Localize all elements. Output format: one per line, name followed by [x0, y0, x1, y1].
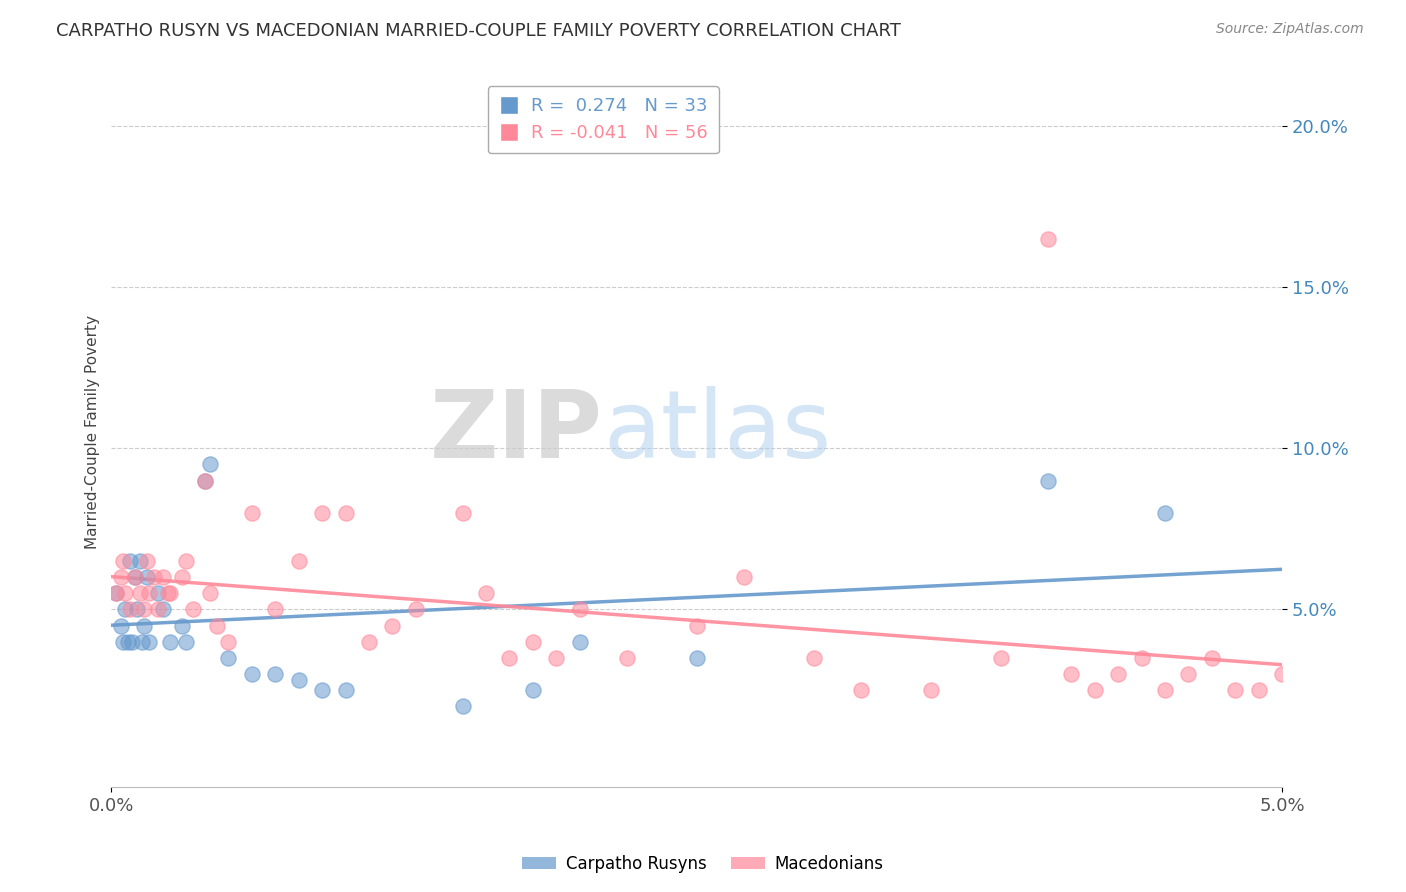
Point [546, 651, 568, 665]
Point [264, 602, 287, 616]
Legend: Carpatho Rusyns, Macedonians: Carpatho Rusyns, Macedonians [516, 848, 890, 880]
Point [112, 634, 135, 648]
Point [194, 474, 217, 488]
Point [120, 554, 142, 568]
Point [522, 683, 544, 698]
Point [170, 570, 193, 584]
Text: Source: ZipAtlas.com: Source: ZipAtlas.com [1216, 22, 1364, 37]
Point [1130, 651, 1153, 665]
Point [1177, 667, 1199, 681]
Point [1107, 667, 1129, 681]
Point [218, 651, 240, 665]
Text: atlas: atlas [603, 386, 831, 478]
Point [105, 586, 128, 600]
Point [176, 554, 198, 568]
Point [183, 602, 205, 616]
Point [124, 570, 146, 584]
Point [114, 586, 136, 600]
Point [128, 554, 150, 568]
Point [218, 634, 240, 648]
Point [568, 634, 591, 648]
Point [120, 602, 142, 616]
Point [194, 474, 217, 488]
Point [381, 618, 404, 632]
Point [1271, 667, 1294, 681]
Point [1317, 683, 1340, 698]
Point [1084, 683, 1107, 698]
Point [1060, 667, 1083, 681]
Point [920, 683, 942, 698]
Point [1036, 474, 1059, 488]
Point [451, 506, 474, 520]
Point [198, 458, 221, 472]
Point [686, 651, 709, 665]
Point [287, 673, 309, 688]
Point [1154, 683, 1177, 698]
Point [110, 618, 132, 632]
Point [124, 570, 146, 584]
Point [131, 634, 153, 648]
Point [498, 651, 520, 665]
Point [170, 618, 193, 632]
Point [159, 634, 181, 648]
Point [803, 651, 825, 665]
Point [240, 506, 263, 520]
Point [148, 586, 170, 600]
Point [176, 634, 198, 648]
Point [451, 699, 474, 714]
Point [138, 586, 160, 600]
Point [1201, 651, 1223, 665]
Point [405, 602, 427, 616]
Point [205, 618, 228, 632]
Point [152, 602, 174, 616]
Point [110, 570, 132, 584]
Point [127, 602, 149, 616]
Point [1295, 683, 1317, 698]
Point [849, 683, 872, 698]
Text: CARPATHO RUSYN VS MACEDONIAN MARRIED-COUPLE FAMILY POVERTY CORRELATION CHART: CARPATHO RUSYN VS MACEDONIAN MARRIED-COU… [56, 22, 901, 40]
Point [134, 618, 156, 632]
Point [138, 634, 160, 648]
Point [733, 570, 755, 584]
Point [287, 554, 309, 568]
Point [568, 602, 591, 616]
Point [198, 586, 221, 600]
Point [1036, 232, 1059, 246]
Point [114, 602, 136, 616]
Point [686, 618, 709, 632]
Point [1154, 506, 1177, 520]
Point [335, 506, 357, 520]
Point [134, 602, 156, 616]
Point [311, 506, 333, 520]
Point [128, 586, 150, 600]
Point [1225, 683, 1247, 698]
Point [135, 554, 157, 568]
Point [335, 683, 357, 698]
Point [117, 634, 139, 648]
Y-axis label: Married-Couple Family Poverty: Married-Couple Family Poverty [86, 315, 100, 549]
Point [156, 586, 179, 600]
Point [311, 683, 333, 698]
Point [264, 667, 287, 681]
Point [616, 651, 638, 665]
Point [152, 570, 174, 584]
Legend: R =  0.274   N = 33, R = -0.041   N = 56: R = 0.274 N = 33, R = -0.041 N = 56 [488, 87, 718, 153]
Point [990, 651, 1012, 665]
Point [159, 586, 181, 600]
Point [1247, 683, 1270, 698]
Text: ZIP: ZIP [430, 386, 603, 478]
Point [475, 586, 498, 600]
Point [148, 602, 170, 616]
Point [112, 554, 135, 568]
Point [105, 586, 128, 600]
Point [142, 570, 165, 584]
Point [121, 634, 143, 648]
Point [522, 634, 544, 648]
Point [357, 634, 380, 648]
Point [240, 667, 263, 681]
Point [135, 570, 157, 584]
